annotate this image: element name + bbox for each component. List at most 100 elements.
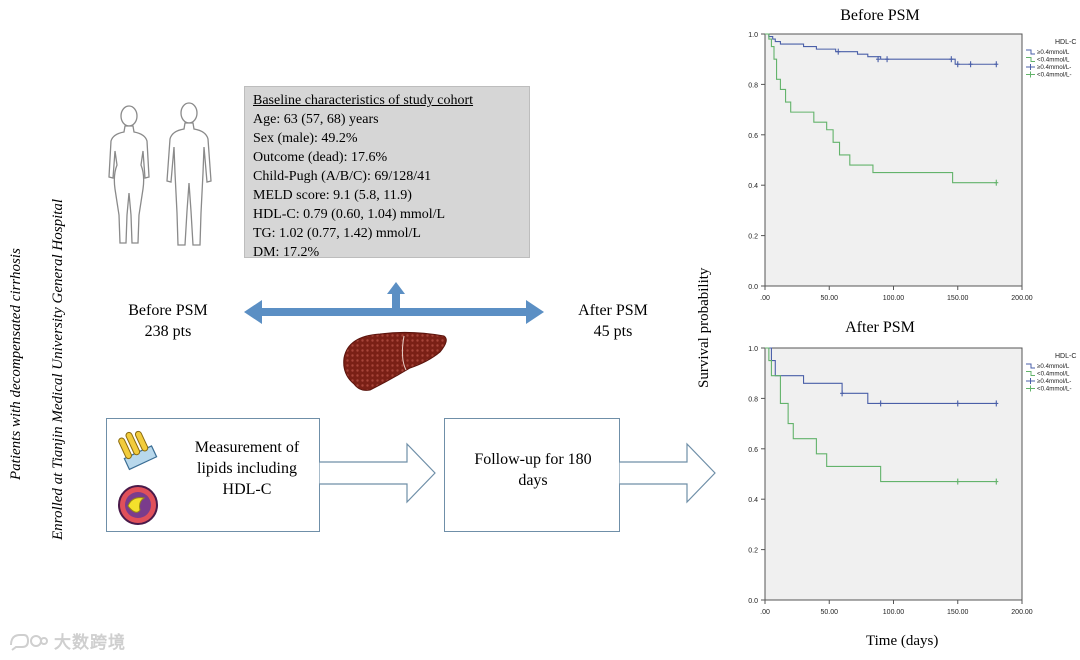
y-tick-label: 0.0 xyxy=(748,598,758,605)
legend-title: HDL-C xyxy=(1055,39,1076,46)
censor-mark xyxy=(955,400,960,407)
y-tick-label: 0.6 xyxy=(748,133,758,140)
y-axis-title: Survival probability xyxy=(696,267,712,388)
km-series-low xyxy=(765,33,997,184)
censor-mark xyxy=(955,61,960,68)
x-tick-label: 100.00 xyxy=(883,609,905,616)
baseline-line-child-pugh: Child-Pugh (A/B/C): 69/128/41 xyxy=(253,169,432,184)
km-series-high xyxy=(765,33,997,65)
before-psm-label: Before PSM xyxy=(128,302,208,319)
legend-label: <0.4mmol/L- xyxy=(1037,386,1072,393)
measurement-line-1: Measurement of xyxy=(194,439,300,456)
legend-label: ≥0.4mmol/L xyxy=(1037,363,1070,370)
y-tick-label: 0.4 xyxy=(748,497,758,504)
legend-label: <0.4mmol/L xyxy=(1037,371,1070,378)
x-tick-label: 200.00 xyxy=(1011,609,1033,616)
x-tick-label: .00 xyxy=(760,609,770,616)
x-tick-label: .00 xyxy=(760,295,770,302)
legend-label: <0.4mmol/L xyxy=(1037,57,1070,64)
watermark-text: 大数跨境 xyxy=(54,633,126,653)
patients-side-label: Patients with decompensated cirrhosis xyxy=(8,248,24,480)
x-tick-label: 150.00 xyxy=(947,295,969,302)
baseline-line-hdl: HDL-C: 0.79 (0.60, 1.04) mmol/L xyxy=(253,207,446,222)
baseline-line-age: Age: 63 (57, 68) years xyxy=(253,112,379,127)
before-psm-caption: Before PSM 238 pts xyxy=(110,300,226,342)
y-tick-label: 0.4 xyxy=(748,183,758,190)
enrolled-side-label: Enrolled at Tianjin Medical University G… xyxy=(50,198,66,540)
censor-mark xyxy=(949,56,954,63)
watermark-logo-icon xyxy=(10,633,48,651)
y-tick-label: 0.0 xyxy=(748,284,758,291)
measurement-line-3: HDL-C xyxy=(222,481,272,498)
legend-item: <0.4mmol/L- xyxy=(1026,71,1072,79)
baseline-title: Baseline characteristics of study cohort xyxy=(253,93,474,108)
km-series-low xyxy=(765,347,997,483)
legend-label: ≥0.4mmol/L- xyxy=(1037,378,1071,385)
legend-label: ≥0.4mmol/L xyxy=(1037,49,1070,56)
censor-mark xyxy=(885,56,890,63)
censor-mark xyxy=(968,61,973,68)
watermark: 大数跨境 xyxy=(8,628,126,653)
chart-title-after: After PSM xyxy=(845,319,915,336)
test-tubes-icon xyxy=(118,430,158,471)
flow-arrow-1 xyxy=(319,442,436,504)
male-silhouette-icon xyxy=(166,102,212,246)
censor-mark xyxy=(994,478,999,485)
legend-item: <0.4mmol/L xyxy=(1026,371,1070,378)
baseline-characteristics-box: Baseline characteristics of study cohort… xyxy=(244,86,530,260)
km-series-high xyxy=(765,347,997,404)
x-tick-label: 150.00 xyxy=(947,609,969,616)
censor-mark xyxy=(994,179,999,186)
x-axis-title: Time (days) xyxy=(866,633,939,649)
y-tick-label: 0.2 xyxy=(748,234,758,241)
y-tick-label: 0.2 xyxy=(748,548,758,555)
baseline-line-sex: Sex (male): 49.2% xyxy=(253,131,358,146)
censor-mark xyxy=(836,48,841,55)
y-tick-label: 1.0 xyxy=(748,32,758,39)
after-psm-count: 45 pts xyxy=(593,323,633,340)
flow-arrow-2 xyxy=(619,442,716,504)
after-psm-label: After PSM xyxy=(578,302,648,319)
liver-icon xyxy=(343,331,447,391)
legend-title: HDL-C xyxy=(1055,353,1076,360)
censor-mark xyxy=(876,56,881,63)
y-tick-label: 0.8 xyxy=(748,396,758,403)
baseline-line-dm: DM: 17.2% xyxy=(253,245,320,260)
censor-mark xyxy=(878,400,883,407)
censor-mark xyxy=(994,61,999,68)
y-tick-label: 0.8 xyxy=(748,82,758,89)
split-arrows-icon xyxy=(244,282,544,324)
followup-box: Follow-up for 180 days xyxy=(444,418,620,532)
after-psm-caption: After PSM 45 pts xyxy=(555,300,671,342)
x-tick-label: 50.00 xyxy=(820,609,838,616)
legend-item: ≥0.4mmol/L xyxy=(1026,49,1070,56)
y-tick-label: 1.0 xyxy=(748,346,758,353)
legend-item: ≥0.4mmol/L xyxy=(1026,363,1070,370)
baseline-line-meld: MELD score: 9.1 (5.8, 11.9) xyxy=(253,188,412,203)
x-tick-label: 50.00 xyxy=(820,295,838,302)
x-tick-label: 100.00 xyxy=(883,295,905,302)
censor-mark xyxy=(994,400,999,407)
legend-item: ≥0.4mmol/L- xyxy=(1026,64,1071,71)
legend-item: <0.4mmol/L xyxy=(1026,57,1070,64)
x-tick-label: 200.00 xyxy=(1011,295,1033,302)
km-chart-before: 0.0 0.2 0.4 0.6 0.8 1.0 .00 50.00 100.00 150.00 20… xyxy=(748,32,1076,302)
baseline-line-outcome: Outcome (dead): 17.6% xyxy=(253,150,388,165)
plot-area xyxy=(764,33,1023,287)
baseline-line-tg: TG: 1.02 (0.77, 1.42) mmol/L xyxy=(253,226,421,241)
lipid-droplet-icon xyxy=(118,485,158,525)
km-chart-after: 0.0 0.2 0.4 0.6 0.8 1.0 .00 50.00 100.00 150.00 20… xyxy=(748,346,1076,616)
before-psm-count: 238 pts xyxy=(144,323,192,340)
legend-item: <0.4mmol/L- xyxy=(1026,385,1072,393)
chart-title-before: Before PSM xyxy=(840,7,920,24)
legend-label: <0.4mmol/L- xyxy=(1037,72,1072,79)
measurement-line-2: lipids including xyxy=(197,460,297,477)
followup-line-1: Follow-up for 180 xyxy=(474,451,592,468)
censor-mark xyxy=(840,390,845,397)
female-silhouette-icon xyxy=(108,105,150,244)
followup-line-2: days xyxy=(518,472,548,489)
y-tick-label: 0.6 xyxy=(748,447,758,454)
legend-item: ≥0.4mmol/L- xyxy=(1026,378,1071,385)
legend-label: ≥0.4mmol/L- xyxy=(1037,64,1071,71)
censor-mark xyxy=(955,478,960,485)
